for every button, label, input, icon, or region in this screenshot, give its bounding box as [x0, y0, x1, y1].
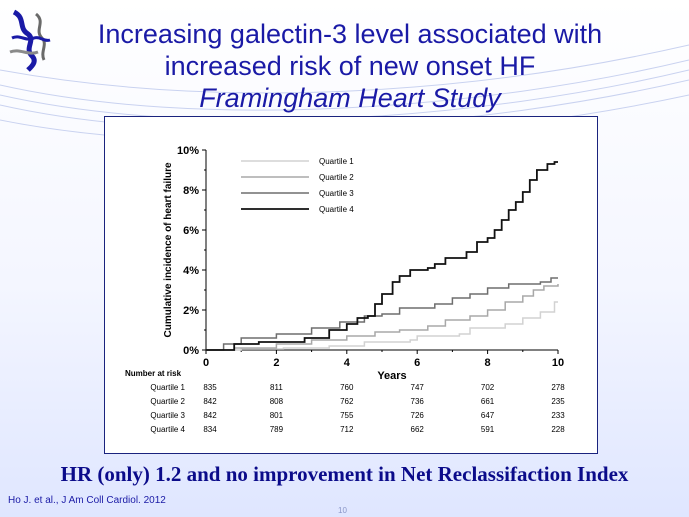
at-risk-value: 842 — [203, 397, 217, 406]
at-risk-value: 702 — [481, 383, 495, 392]
at-risk-value: 233 — [551, 411, 565, 420]
x-axis-label: Years — [377, 370, 406, 382]
title-line-2: increased risk of new onset HF — [164, 51, 536, 81]
at-risk-value: 755 — [340, 411, 354, 420]
x-tick-label: 10 — [552, 357, 564, 369]
at-risk-value: 811 — [270, 383, 283, 392]
chart-series — [206, 161, 559, 351]
at-risk-value: 834 — [203, 425, 217, 434]
at-risk-value: 235 — [551, 397, 565, 406]
kaplan-meier-chart: 0% 2% 4% 6% 8% 10% 0 2 4 6 8 10 Years Cumulative inci… — [125, 145, 565, 434]
y-tick-label: 8% — [183, 185, 199, 197]
series-line-quartile-3 — [206, 277, 558, 351]
legend-label: Quartile 3 — [319, 189, 354, 198]
at-risk-value: 662 — [411, 425, 425, 434]
series-line-quartile-1 — [206, 301, 558, 351]
at-risk-value: 789 — [270, 425, 284, 434]
at-risk-value: 762 — [340, 397, 354, 406]
y-tick-label: 10% — [177, 145, 199, 157]
y-tick-label: 4% — [183, 265, 199, 277]
at-risk-value: 712 — [340, 425, 354, 434]
at-risk-value: 760 — [340, 383, 354, 392]
at-risk-value: 808 — [270, 397, 284, 406]
at-risk-value: 661 — [481, 397, 495, 406]
y-axis-label: Cumulative incidence of heart failure — [163, 162, 174, 337]
chart-axes: 0% 2% 4% 6% 8% 10% 0 2 4 6 8 10 Years Cumulative inci… — [163, 145, 564, 382]
x-tick-label: 2 — [273, 357, 279, 369]
at-risk-value: 591 — [481, 425, 495, 434]
slide-title: Increasing galectin-3 level associated w… — [70, 18, 630, 114]
x-tick-label: 4 — [344, 357, 351, 369]
title-line-1: Increasing galectin-3 level associated w… — [97, 19, 603, 49]
legend-label: Quartile 2 — [319, 173, 354, 182]
at-risk-value: 801 — [270, 411, 284, 420]
x-tick-label: 6 — [414, 357, 420, 369]
at-risk-value: 228 — [551, 425, 565, 434]
legend-label: Quartile 1 — [319, 157, 354, 166]
at-risk-row-label: Quartile 2 — [150, 397, 185, 406]
at-risk-value: 647 — [481, 411, 495, 420]
x-tick-label: 8 — [485, 357, 491, 369]
at-risk-title: Number at risk — [125, 369, 182, 378]
series-line-quartile-4 — [206, 161, 558, 351]
key-message: HR (only) 1.2 and no improvement in Net … — [60, 462, 629, 486]
title-line-3: Framingham Heart Study — [199, 83, 501, 113]
chart-panel: 0% 2% 4% 6% 8% 10% 0 2 4 6 8 10 Years Cumulative inci… — [104, 116, 598, 454]
y-tick-label: 0% — [183, 345, 199, 357]
at-risk-value: 726 — [411, 411, 425, 420]
y-tick-label: 2% — [183, 305, 199, 317]
number-at-risk-table: Number at risk Quartile 1 835 811 760 747 702 2… — [125, 369, 565, 434]
logo-icon — [9, 9, 51, 72]
x-tick-label: 0 — [203, 357, 209, 369]
at-risk-value: 736 — [411, 397, 425, 406]
at-risk-value: 747 — [411, 383, 425, 392]
at-risk-row-label: Quartile 4 — [150, 425, 185, 434]
legend-label: Quartile 4 — [319, 205, 354, 214]
at-risk-row-label: Quartile 3 — [150, 411, 185, 420]
at-risk-value: 842 — [203, 411, 217, 420]
page-number: 10 — [338, 506, 347, 515]
at-risk-value: 835 — [203, 383, 217, 392]
y-tick-label: 6% — [183, 225, 199, 237]
series-line-quartile-2 — [206, 284, 559, 351]
at-risk-row-label: Quartile 1 — [150, 383, 185, 392]
at-risk-value: 278 — [551, 383, 565, 392]
citation: Ho J. et al., J Am Coll Cardiol. 2012 — [8, 495, 166, 506]
chart-legend: Quartile 1 Quartile 2 Quartile 3 Quartile 4 — [241, 157, 354, 214]
